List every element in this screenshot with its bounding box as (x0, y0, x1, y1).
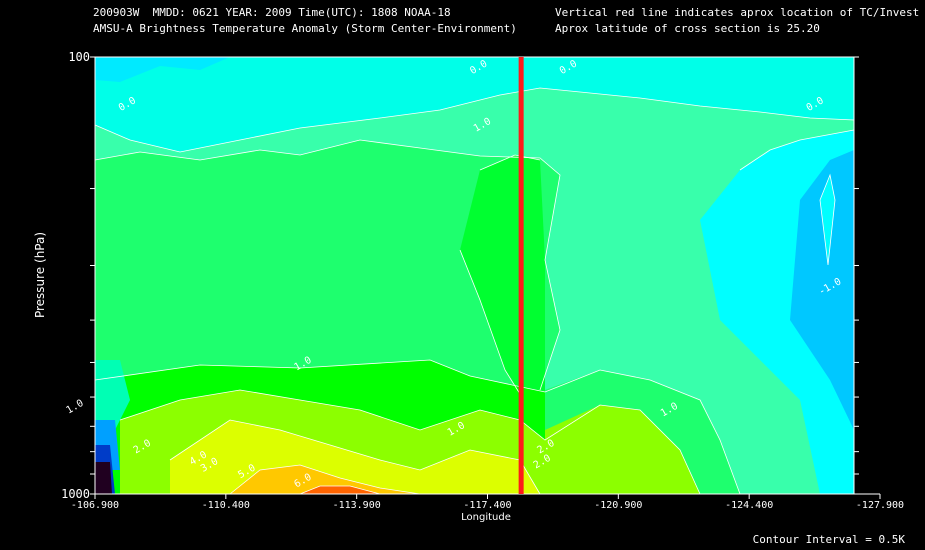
fill-top-lightblue (95, 57, 230, 82)
x-tick-label: -120.900 (594, 500, 642, 511)
plot-fill-regions (95, 57, 854, 494)
contour-label: 1.0 (64, 398, 85, 417)
contour-line (169, 419, 541, 495)
contour-line (479, 154, 541, 171)
contour-line (94, 359, 741, 495)
contour-interval-note: Contour Interval = 0.5K (752, 533, 905, 546)
x-tick-label: -113.900 (333, 500, 381, 511)
y-tick-label: 100 (68, 50, 90, 64)
header-line1-right: Vertical red line indicates aprox locati… (555, 6, 920, 19)
header-line1-left: 200903W MMDD: 0621 YEAR: 2009 Time(UTC):… (93, 6, 451, 19)
contour-line (459, 249, 521, 395)
fill-right-slot (820, 175, 835, 265)
header-line2-right: Aprox latitude of cross section is 25.20 (555, 22, 820, 35)
fill-orange (230, 465, 420, 494)
contour-line (299, 485, 381, 495)
contour-line (819, 173, 836, 266)
fill-yellowgreen-right (545, 405, 700, 494)
fill-redorange (300, 486, 380, 494)
contour-lines (94, 87, 855, 495)
x-axis: -106.900 -110.400 -113.900 -117.400 -120.900… (71, 493, 904, 511)
y-axis: 100 1000 (61, 50, 859, 501)
contour-line (229, 464, 421, 495)
y-axis-label: Pressure (hPa) (33, 232, 47, 318)
x-tick-label: -106.900 (71, 500, 119, 511)
fill-left-corner (95, 462, 112, 494)
x-tick-label: -127.900 (856, 500, 904, 511)
fill-top-cyan (95, 57, 854, 152)
contour-line (119, 389, 701, 495)
contour-line (94, 139, 561, 391)
x-tick-label: -110.400 (202, 500, 250, 511)
fill-peak-green (460, 155, 545, 400)
x-tick-label: -117.400 (463, 500, 511, 511)
fill-mid-green (95, 140, 560, 390)
contour-line (94, 87, 855, 153)
fill-right-blue (790, 150, 854, 430)
y-tick-label: 1000 (61, 487, 90, 501)
header-line2-left: AMSU-A Brightness Temperature Anomaly (S… (93, 22, 517, 35)
contour-line (739, 129, 855, 171)
x-tick-label: -124.400 (725, 500, 773, 511)
x-axis-label: Longitude (461, 512, 511, 523)
